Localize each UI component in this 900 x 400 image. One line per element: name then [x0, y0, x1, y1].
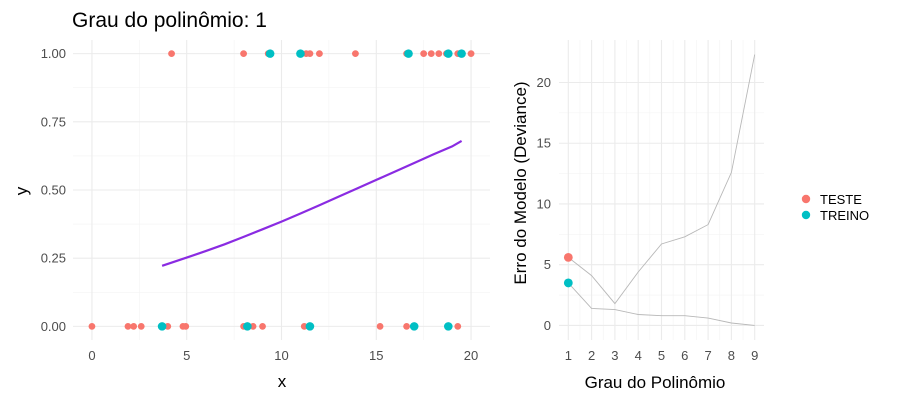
right-chart-panel: 1 2 3 4 5 6 7 8 9 0 5 10 15 20: [537, 40, 764, 363]
point-teste: [300, 322, 308, 330]
left-x-tick-label: 0: [88, 348, 95, 363]
point-treino: [305, 322, 315, 331]
point-teste: [240, 50, 247, 58]
point-treino: [409, 322, 419, 331]
error-line-treino: [567, 282, 755, 326]
left-y-tick-label: 0.25: [41, 251, 66, 266]
point-teste: [259, 322, 266, 330]
right-x-tick-label: 5: [658, 348, 665, 363]
point-teste: [306, 50, 314, 58]
left-chart-x-ticks: 0 5 10 15 20: [88, 348, 478, 363]
right-chart-x-label: Grau do Polinômio: [585, 373, 726, 392]
point-teste: [435, 50, 443, 58]
left-y-tick-label: 0.00: [41, 319, 66, 334]
point-treino: [157, 322, 167, 331]
point-teste: [164, 322, 172, 330]
right-x-tick-label: 2: [588, 348, 595, 363]
right-y-tick-label: 10: [537, 196, 551, 211]
right-chart-grid: [559, 40, 764, 340]
point-teste: [420, 50, 428, 58]
left-x-tick-label: 10: [274, 348, 288, 363]
legend-label-teste: TESTE: [820, 192, 862, 207]
error-point-teste: [563, 253, 573, 262]
right-x-tick-label: 3: [611, 348, 618, 363]
point-teste: [454, 322, 462, 330]
point-teste: [427, 50, 435, 58]
legend-key-treino: [801, 210, 811, 220]
point-treino: [444, 322, 453, 331]
point-teste: [124, 322, 132, 330]
right-chart-highlight-points: [563, 253, 573, 288]
right-x-tick-label: 6: [681, 348, 688, 363]
left-chart-x-label: x: [278, 372, 287, 391]
right-y-tick-label: 20: [537, 75, 551, 90]
point-teste: [88, 322, 96, 330]
error-line-teste: [568, 54, 756, 305]
point-teste: [182, 322, 190, 330]
right-x-tick-label: 8: [728, 348, 735, 363]
left-y-tick-label: 0.50: [41, 183, 66, 198]
point-teste: [168, 50, 175, 58]
left-chart-panel: 0 5 10 15 20 0.00 0.25 0.50 0.75 1.00: [41, 40, 490, 363]
left-chart-y-ticks: 0.00 0.25 0.50 0.75 1.00: [41, 46, 66, 334]
point-treino: [457, 49, 466, 58]
left-x-tick-label: 5: [183, 348, 190, 363]
point-teste: [316, 50, 323, 58]
left-chart-title: Grau do polinômio: 1: [72, 9, 267, 32]
point-teste: [403, 322, 410, 330]
right-chart-y-label: Erro do Modelo (Deviance): [511, 81, 530, 284]
right-chart-x-ticks: 1 2 3 4 5 6 7 8 9: [565, 348, 759, 363]
point-treino: [404, 49, 413, 58]
point-teste: [352, 50, 359, 58]
left-y-tick-label: 0.75: [41, 114, 66, 129]
point-treino: [265, 49, 275, 58]
right-y-tick-label: 5: [544, 257, 551, 272]
point-teste: [467, 50, 475, 58]
right-x-tick-label: 7: [704, 348, 711, 363]
legend: TESTE TREINO: [801, 192, 869, 223]
right-chart-y-ticks: 0 5 10 15 20: [537, 75, 551, 333]
left-x-tick-label: 20: [464, 348, 478, 363]
point-treino: [444, 49, 453, 58]
right-x-tick-label: 4: [635, 348, 642, 363]
point-teste: [376, 322, 384, 330]
right-chart-lines: [567, 54, 756, 326]
right-y-tick-label: 15: [537, 136, 551, 151]
fit-line: [161, 139, 463, 267]
point-teste: [130, 322, 138, 330]
error-point-treino: [563, 278, 573, 288]
left-chart-points: [88, 49, 475, 331]
legend-label-treino: TREINO: [820, 208, 869, 223]
left-chart-grid: [73, 40, 490, 340]
right-x-tick-label: 9: [751, 348, 758, 363]
legend-key-teste: [801, 194, 811, 204]
point-treino: [296, 49, 305, 58]
right-x-tick-label: 1: [565, 348, 572, 363]
right-y-tick-label: 0: [544, 318, 551, 333]
left-chart-fit-line-group: [161, 139, 463, 267]
left-x-tick-label: 15: [369, 348, 383, 363]
left-chart-y-label: y: [12, 186, 31, 195]
point-teste: [249, 322, 257, 330]
point-treino: [243, 322, 252, 331]
left-y-tick-label: 1.00: [41, 46, 66, 61]
point-teste: [137, 322, 145, 330]
